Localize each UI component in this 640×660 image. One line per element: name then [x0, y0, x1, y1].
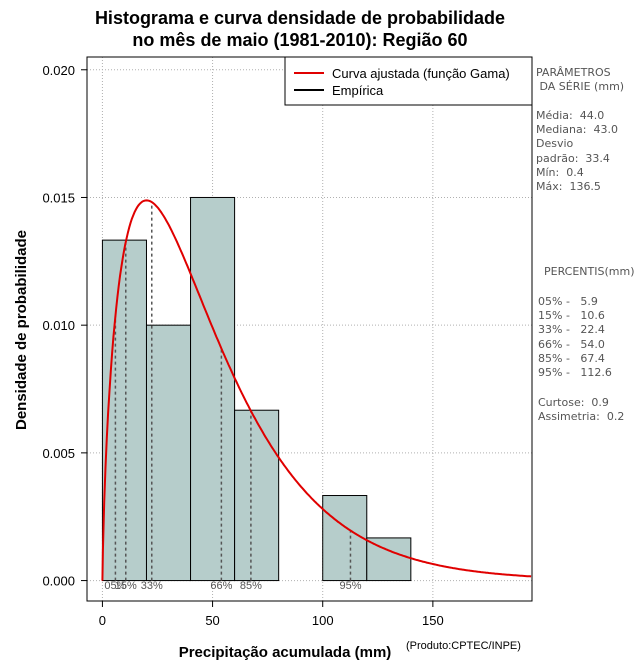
y-tick-label: 0.015 — [42, 190, 75, 205]
chart-title-line1: Histograma e curva densidade de probabil… — [94, 8, 506, 28]
histogram-bar — [190, 196, 236, 582]
percentile-axis-label: 95% — [339, 580, 361, 592]
legend-label-empirical: Empírica — [332, 83, 384, 98]
x-tick-label: 50 — [205, 613, 219, 628]
percentile-axis-label: 05% — [104, 580, 126, 592]
legend-box — [284, 56, 533, 106]
y-tick-label: 0.000 — [42, 574, 75, 589]
percentiles-title: PERCENTIS(mm) — [544, 265, 635, 278]
stats-text: Média: 44.0 Mediana: 43.0 Desvio padrão:… — [536, 109, 618, 194]
credit-text: (Produto:CPTEC/INPE) — [406, 640, 521, 652]
gamma-fit-curve — [101, 199, 532, 581]
shape-stats-text: Curtose: 0.9 Assimetria: 0.2 — [538, 396, 625, 424]
x-axis-title: Precipitação acumulada (mm) — [179, 644, 392, 660]
percentile-axis-label: 33% — [141, 580, 163, 592]
percentile-axis-label: 85% — [240, 580, 262, 592]
x-tick-label: 150 — [422, 613, 444, 628]
y-tick-label: 0.010 — [42, 318, 75, 333]
histogram-bar — [234, 409, 280, 582]
y-tick-label: 0.005 — [42, 446, 75, 461]
x-tick-label: 0 — [99, 613, 106, 628]
histogram-bar — [322, 495, 368, 582]
x-tick-label: 100 — [312, 613, 334, 628]
params-title: PARÂMETROS DA SÉRIE (mm) — [536, 66, 625, 94]
chart-title-line2: no mês de maio (1981-2010): Região 60 — [132, 30, 468, 50]
y-axis-title: Densidade de probabilidade — [13, 230, 30, 430]
histogram-bar — [145, 324, 192, 582]
y-tick-label: 0.020 — [42, 63, 75, 78]
legend-label-gamma: Curva ajustada (função Gama) — [332, 66, 510, 81]
percentiles-text: 05% - 5.9 15% - 10.6 33% - 22.4 66% - 54… — [538, 295, 612, 380]
percentile-axis-label: 15% — [115, 580, 137, 592]
percentile-axis-label: 66% — [210, 580, 232, 592]
